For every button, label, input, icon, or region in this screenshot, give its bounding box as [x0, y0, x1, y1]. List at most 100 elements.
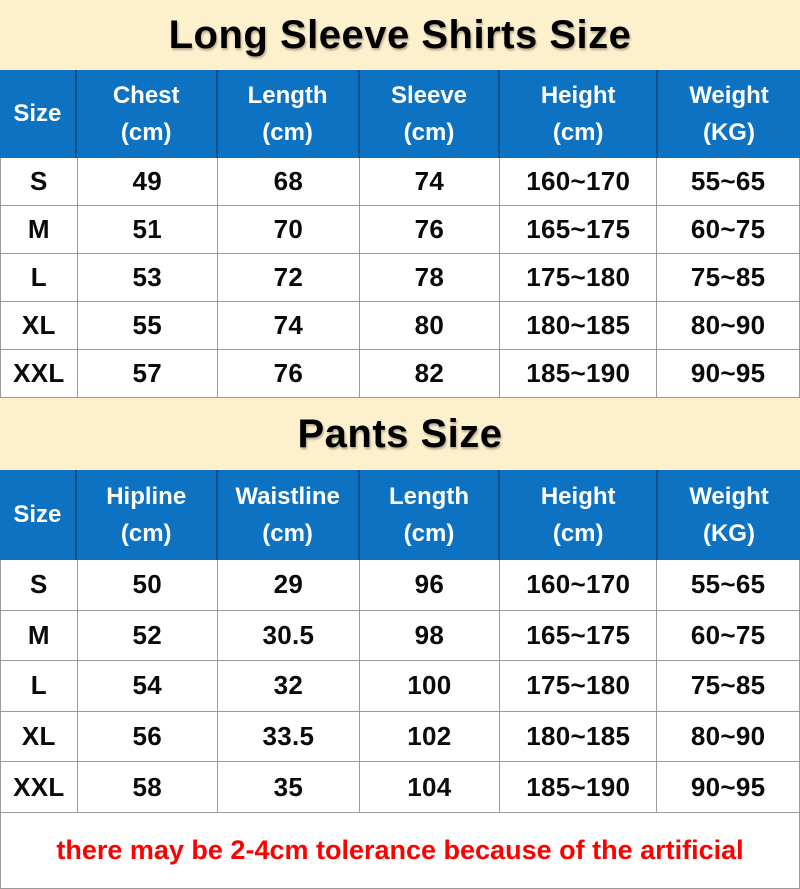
size-cell: XXL: [1, 762, 78, 812]
value-cell: 72: [218, 254, 360, 301]
pants-title-band: Pants Size: [0, 398, 800, 470]
shirts-header-height: Height (cm): [500, 70, 658, 158]
unit-label: (cm): [262, 118, 313, 146]
value-cell: 185~190: [500, 762, 658, 812]
column-label: Chest: [112, 81, 180, 109]
size-cell: M: [1, 610, 78, 661]
value-cell: 90~95: [690, 771, 766, 802]
value-cell: 78: [360, 254, 501, 301]
shirts-table-body: S 49 68 74 160~170 55~65 M 51 70 76 165~…: [0, 158, 800, 398]
value-cell: 55~65: [690, 569, 766, 600]
unit-label: (KG): [702, 519, 755, 547]
table-row: XL 55 74 80 180~185 80~90: [1, 302, 799, 350]
value-cell: 100: [360, 661, 501, 711]
value-cell: 35: [218, 762, 360, 812]
value-cell: 96: [360, 560, 501, 610]
pants-title: Pants Size: [297, 411, 503, 456]
value-cell: 52: [78, 610, 219, 661]
unit-label: (cm): [552, 519, 604, 547]
shirts-title: Long Sleeve Shirts Size: [168, 12, 632, 57]
value-cell: 68: [218, 158, 360, 205]
value-cell: 55~65: [690, 166, 766, 196]
value-cell: 51: [78, 206, 219, 253]
value-cell: 160~170: [500, 158, 658, 205]
size-cell: L: [1, 254, 78, 301]
value-cell: 160~170: [500, 560, 658, 610]
value-cell: 98: [360, 610, 501, 661]
column-label: Length: [389, 482, 469, 510]
value-cell: 30.5: [218, 610, 360, 661]
value-cell: 60~75: [690, 214, 766, 244]
unit-label: (cm): [120, 519, 172, 547]
column-label: Waistline: [235, 482, 340, 510]
column-label: Weight: [689, 81, 769, 109]
column-label: Height: [540, 81, 616, 109]
size-cell: S: [1, 560, 78, 610]
value-cell: 76: [360, 206, 501, 253]
pants-header-height: Height (cm): [500, 470, 658, 560]
shirts-header-row: Size Chest (cm) Length (cm) Sleeve (cm) Hei…: [0, 70, 800, 158]
value-cell: 80~90: [690, 310, 766, 340]
value-cell: 56: [78, 711, 219, 762]
value-cell: 70: [218, 206, 360, 253]
table-row: S 50 29 96 160~170 55~65: [1, 560, 799, 611]
value-cell: 60~75: [690, 619, 766, 650]
pants-header-length: Length (cm): [360, 470, 501, 560]
unit-label: (cm): [120, 118, 172, 146]
unit-label: (cm): [552, 118, 604, 146]
value-cell: 180~185: [500, 711, 658, 762]
value-cell: 29: [218, 560, 360, 610]
column-label: Hipline: [106, 482, 187, 510]
pants-table-body: S 50 29 96 160~170 55~65 M 52 30.5 98 16…: [0, 560, 800, 813]
value-cell: 80: [360, 302, 501, 349]
value-cell: 175~180: [500, 661, 658, 711]
size-cell: XL: [1, 711, 78, 762]
unit-label: (cm): [403, 519, 455, 547]
value-cell: 53: [78, 254, 219, 301]
value-cell: 102: [360, 711, 501, 762]
pants-header-hipline: Hipline (cm): [77, 470, 218, 560]
value-cell: 33.5: [218, 711, 360, 762]
value-cell: 74: [360, 158, 501, 205]
table-row: S 49 68 74 160~170 55~65: [1, 158, 799, 206]
table-row: L 54 32 100 175~180 75~85: [1, 661, 799, 712]
value-cell: 185~190: [500, 350, 658, 397]
size-cell: XXL: [1, 350, 78, 397]
shirts-header-length: Length (cm): [218, 70, 360, 158]
pants-header-size: Size: [0, 470, 77, 560]
table-row: M 51 70 76 165~175 60~75: [1, 206, 799, 254]
pants-header-weight: Weight (KG): [658, 470, 800, 560]
pants-header-waistline: Waistline (cm): [218, 470, 360, 560]
column-label: Size: [13, 100, 62, 127]
value-cell: 165~175: [500, 206, 658, 253]
tolerance-note: there may be 2-4cm tolerance because of …: [56, 834, 744, 865]
value-cell: 180~185: [500, 302, 658, 349]
unit-label: (cm): [403, 118, 455, 146]
value-cell: 58: [78, 762, 219, 812]
value-cell: 165~175: [500, 610, 658, 661]
table-row: XL 56 33.5 102 180~185 80~90: [1, 711, 799, 763]
size-cell: L: [1, 661, 78, 711]
shirts-header-chest: Chest (cm): [77, 70, 218, 158]
value-cell: 50: [78, 560, 219, 610]
shirts-title-band: Long Sleeve Shirts Size: [0, 0, 800, 70]
shirts-header-size: Size: [0, 70, 77, 158]
value-cell: 75~85: [690, 670, 766, 701]
value-cell: 55: [78, 302, 219, 349]
column-label: Weight: [689, 482, 769, 510]
value-cell: 90~95: [690, 358, 766, 388]
value-cell: 32: [218, 661, 360, 711]
value-cell: 74: [218, 302, 360, 349]
table-row: L 53 72 78 175~180 75~85: [1, 254, 799, 302]
table-row: XXL 57 76 82 185~190 90~95: [1, 350, 799, 398]
size-cell: S: [1, 158, 78, 205]
column-label: Size: [13, 501, 62, 528]
pants-header-row: Size Hipline (cm) Waistline (cm) Length (cm…: [0, 470, 800, 560]
table-row: M 52 30.5 98 165~175 60~75: [1, 610, 799, 662]
value-cell: 104: [360, 762, 501, 812]
value-cell: 76: [218, 350, 360, 397]
tolerance-note-box: there may be 2-4cm tolerance because of …: [0, 812, 800, 889]
table-row: XXL 58 35 104 185~190 90~95: [1, 762, 799, 813]
unit-label: (KG): [702, 118, 755, 146]
